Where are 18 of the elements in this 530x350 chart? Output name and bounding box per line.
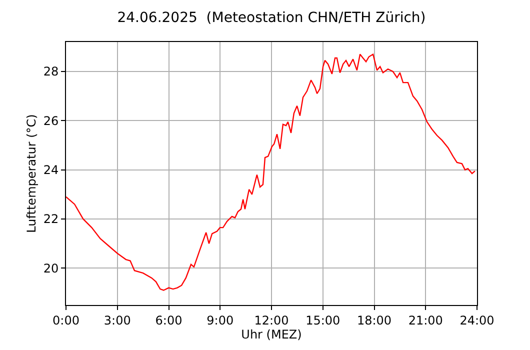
x-tick-label: 9:00 bbox=[206, 313, 234, 328]
y-tick-label: 28 bbox=[43, 64, 59, 79]
x-tick-label: 15:00 bbox=[306, 313, 340, 328]
x-tick-label: 21:00 bbox=[408, 313, 443, 328]
y-tick-label: 20 bbox=[43, 261, 59, 276]
x-tick-label: 24:00 bbox=[460, 313, 494, 328]
y-axis-title: Lufttemperatur (°C) bbox=[24, 114, 39, 233]
line-series bbox=[66, 54, 476, 291]
x-tick-label: 0:00 bbox=[52, 313, 80, 328]
x-tick-label: 6:00 bbox=[155, 313, 182, 328]
x-axis-title: Uhr (MEZ) bbox=[241, 327, 302, 342]
chart-title: 24.06.2025 (Meteostation CHN/ETH Zürich) bbox=[117, 10, 426, 26]
y-tick-label: 22 bbox=[43, 212, 59, 226]
x-tick-label: 12:00 bbox=[254, 313, 289, 328]
x-tick-label: 3:00 bbox=[104, 313, 131, 328]
y-tick-label: 24 bbox=[43, 163, 59, 178]
x-tick-label: 18:00 bbox=[356, 313, 392, 328]
y-tick-label: 26 bbox=[43, 114, 59, 128]
